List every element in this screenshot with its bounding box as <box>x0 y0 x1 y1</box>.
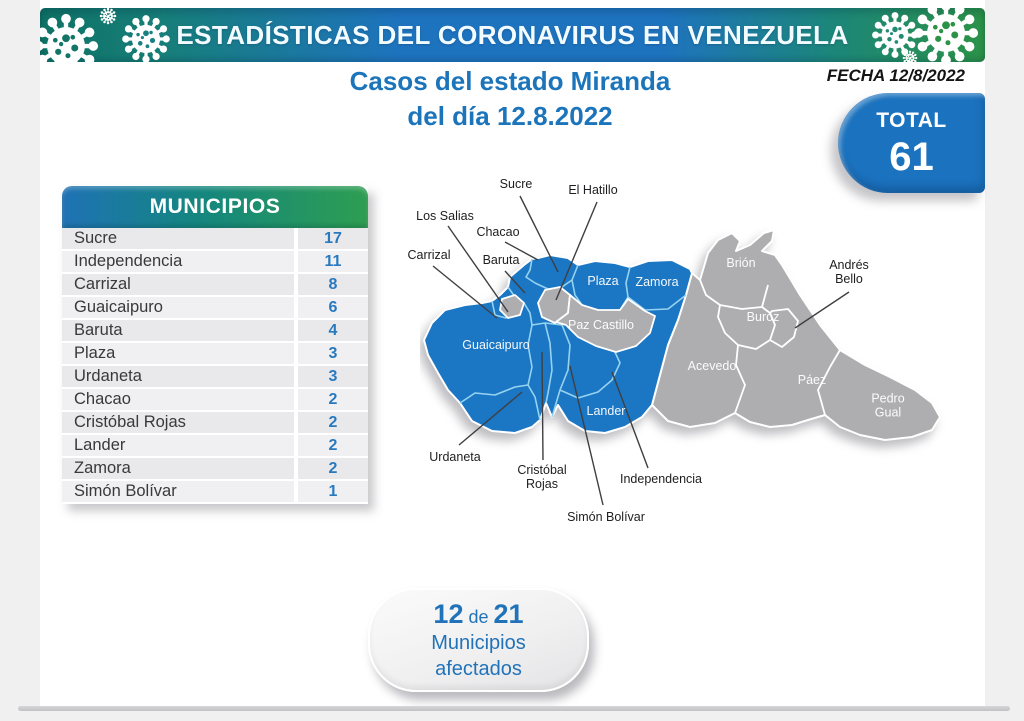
page-title-line2: del día 12.8.2022 <box>407 101 613 131</box>
leader-line <box>541 351 544 461</box>
leader-line <box>504 270 526 294</box>
map-callout-label: Simón Bolívar <box>567 509 645 524</box>
affected-caption-line2: afectados <box>435 657 522 680</box>
table-row: Chacao 2 <box>62 389 368 410</box>
municipios-table: MUNICIPIOS Sucre 17 Independencia 11 Carriza… <box>62 186 368 504</box>
map-callout-label: Urdaneta <box>429 449 481 464</box>
leader-line <box>611 371 649 469</box>
table-row: Simón Bolívar 1 <box>62 481 368 502</box>
table-row: Baruta 4 <box>62 320 368 341</box>
page-title-line1: Casos del estado Miranda <box>349 66 671 96</box>
gray-enclaves <box>499 286 656 353</box>
leader-line <box>569 365 604 506</box>
map-region-label: Paz Castillo <box>568 318 634 333</box>
municipality-count: 2 <box>298 412 368 433</box>
map-region-label: Páez <box>797 373 827 388</box>
table-row: Independencia 11 <box>62 251 368 272</box>
gray-borders <box>699 279 841 416</box>
map-unaffected-region <box>651 229 941 441</box>
municipality-count: 3 <box>298 343 368 364</box>
map-region-label: Buroz <box>746 310 780 325</box>
municipality-name: Zamora <box>62 458 294 479</box>
map-region-label: Brión <box>726 256 756 271</box>
affected-caption-line1: Municipios <box>431 631 526 654</box>
table-row: Carrizal 8 <box>62 274 368 295</box>
map-callout-label: Carrizal <box>407 247 451 262</box>
municipality-name: Lander <box>62 435 294 456</box>
slide-bottom-edge <box>18 706 1010 711</box>
municipality-count: 3 <box>298 366 368 387</box>
map-callout-label: Sucre <box>499 176 533 191</box>
leader-line <box>432 265 498 319</box>
total-value: 61 <box>889 135 934 179</box>
leader-line <box>555 201 598 301</box>
map-callout-label: Los Salias <box>416 208 474 223</box>
municipality-name: Urdaneta <box>62 366 294 387</box>
table-row: Cristóbal Rojas 2 <box>62 412 368 433</box>
table-row: Lander 2 <box>62 435 368 456</box>
map-callout-label: El Hatillo <box>568 182 618 197</box>
total-municipalities: 21 <box>493 598 524 629</box>
municipality-name: Chacao <box>62 389 294 410</box>
municipality-count: 1 <box>298 481 368 502</box>
callout-leader-lines <box>432 195 850 506</box>
leader-line <box>519 195 559 273</box>
map-callout-label: Andrés Bello <box>829 257 869 286</box>
municipality-count: 2 <box>298 458 368 479</box>
map-region-label: Pedro Gual <box>871 391 905 419</box>
map-callout-label: Baruta <box>482 252 520 267</box>
municipality-count: 8 <box>298 274 368 295</box>
map-callout-label: Independencia <box>619 471 703 486</box>
map-region-label: Acevedo <box>687 359 737 374</box>
municipality-name: Carrizal <box>62 274 294 295</box>
map-region-label: Guaicaipuro <box>462 338 530 353</box>
affected-count: 12 <box>433 598 464 629</box>
top-banner: ESTADÍSTICAS DEL CORONAVIRUS EN VENEZUEL… <box>40 8 985 62</box>
municipality-count: 17 <box>298 228 368 249</box>
leader-line <box>794 291 850 329</box>
municipality-name: Sucre <box>62 228 294 249</box>
municipality-count: 11 <box>298 251 368 272</box>
miranda-map-svg <box>423 195 941 506</box>
page-title: Casos del estado Miranda del día 12.8.20… <box>190 64 830 134</box>
total-label: TOTAL <box>876 109 947 132</box>
table-row: Guaicaipuro 6 <box>62 297 368 318</box>
table-row: Sucre 17 <box>62 228 368 249</box>
total-badge: TOTAL 61 <box>838 93 985 193</box>
leader-line <box>458 391 523 446</box>
affected-ratio: 12 de 21 <box>433 599 523 630</box>
municipality-count: 2 <box>298 435 368 456</box>
map-callout-label: Cristóbal Rojas <box>517 462 567 491</box>
map-region-label: Plaza <box>587 274 619 289</box>
municipality-count: 2 <box>298 389 368 410</box>
map-region-label: Lander <box>586 404 626 419</box>
ratio-separator: de <box>468 606 489 627</box>
table-row: Zamora 2 <box>62 458 368 479</box>
municipality-count: 6 <box>298 297 368 318</box>
municipality-name: Guaicaipuro <box>62 297 294 318</box>
date-label: FECHA 12/8/2022 <box>826 66 965 85</box>
table-row: Urdaneta 3 <box>62 366 368 387</box>
municipality-name: Simón Bolívar <box>62 481 294 502</box>
miranda-map: Sucre El Hatillo Los Salias Chacao Carrizal B… <box>407 170 1010 530</box>
map-callout-label: Chacao <box>476 224 520 239</box>
banner-title: ESTADÍSTICAS DEL CORONAVIRUS EN VENEZUEL… <box>176 19 849 50</box>
map-region-label: Zamora <box>635 275 679 290</box>
table-row: Plaza 3 <box>62 343 368 364</box>
leader-line <box>504 241 539 261</box>
municipios-table-header: MUNICIPIOS <box>62 186 368 228</box>
affected-summary-card: 12 de 21 Municipios afectados <box>368 588 589 692</box>
municipality-count: 4 <box>298 320 368 341</box>
municipios-table-body: Sucre 17 Independencia 11 Carrizal 8 Guaicaipu… <box>62 228 368 502</box>
municipality-name: Cristóbal Rojas <box>62 412 294 433</box>
municipality-name: Independencia <box>62 251 294 272</box>
leader-line <box>447 225 509 313</box>
municipality-name: Baruta <box>62 320 294 341</box>
municipality-name: Plaza <box>62 343 294 364</box>
